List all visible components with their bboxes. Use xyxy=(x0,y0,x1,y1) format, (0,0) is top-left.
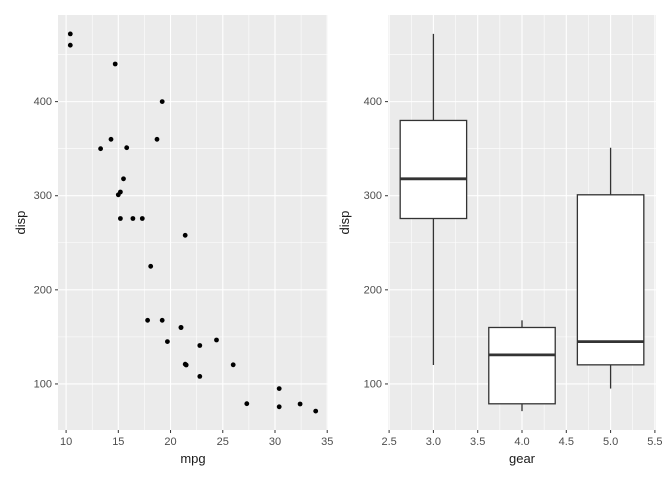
data-point xyxy=(244,401,250,407)
x-tick-label: 3.0 xyxy=(426,436,441,448)
y-tick-label: 400 xyxy=(34,96,52,108)
data-point xyxy=(276,404,282,410)
y-tick-label: 300 xyxy=(364,190,382,202)
y-tick-label: 300 xyxy=(34,190,52,202)
box-iqr xyxy=(399,119,468,220)
box-iqr xyxy=(488,326,556,405)
data-point xyxy=(145,317,151,323)
x-tick-label: 5.0 xyxy=(603,436,618,448)
data-point xyxy=(112,61,118,67)
data-point xyxy=(159,99,165,104)
y-tick-label: 100 xyxy=(364,378,382,390)
data-point xyxy=(214,337,219,343)
x-tick-label: 30 xyxy=(269,436,281,448)
x-tick-label: 4.0 xyxy=(514,436,529,448)
y-tick-label: 100 xyxy=(34,378,52,390)
data-point xyxy=(276,386,282,391)
data-point xyxy=(165,339,170,344)
x-tick-label: 3.5 xyxy=(470,436,485,448)
box-iqr xyxy=(576,194,645,366)
data-point xyxy=(118,216,123,221)
panel-background xyxy=(58,15,328,430)
data-point xyxy=(121,176,126,182)
data-point xyxy=(182,232,188,238)
scatter-plot-disp-vs-mpg: 10 15 20 25 30 35 100 200 300 400 mpg disp xyxy=(13,15,333,466)
data-point xyxy=(197,343,203,348)
x-tick-label: 10 xyxy=(60,436,72,448)
x-axis-title: mpg xyxy=(180,451,205,466)
x-axis-title: gear xyxy=(509,451,536,466)
x-tick-label: 20 xyxy=(164,436,176,448)
data-point xyxy=(98,146,103,152)
boxplot-disp-by-gear: 2.5 3.0 3.5 4.0 4.5 5.0 5.5 100 200 300 400 gear dis… xyxy=(337,15,663,466)
y-tick-label: 400 xyxy=(364,96,382,108)
data-point xyxy=(139,216,145,221)
data-point xyxy=(197,374,203,379)
data-point xyxy=(230,362,236,368)
x-tick-label: 2.5 xyxy=(381,436,396,448)
data-point xyxy=(154,136,160,142)
x-tick-label: 4.5 xyxy=(559,436,574,448)
x-tick-label: 15 xyxy=(112,436,124,448)
data-point xyxy=(108,136,114,142)
data-point xyxy=(67,42,73,48)
y-axis-title: disp xyxy=(13,211,28,235)
data-point xyxy=(115,192,121,198)
x-tick-label: 25 xyxy=(217,436,229,448)
y-tick-label: 200 xyxy=(364,284,382,296)
x-tick-label: 35 xyxy=(321,436,333,448)
data-point xyxy=(124,145,130,151)
data-point xyxy=(182,361,188,367)
y-tick-label: 200 xyxy=(34,284,52,296)
data-point xyxy=(67,31,73,37)
data-point xyxy=(178,325,184,330)
data-point xyxy=(313,408,319,414)
data-point xyxy=(297,401,303,407)
y-axis-title: disp xyxy=(337,211,352,235)
data-point xyxy=(148,263,154,269)
x-tick-label: 5.5 xyxy=(647,436,662,448)
data-point xyxy=(159,317,165,323)
data-point xyxy=(130,216,136,221)
